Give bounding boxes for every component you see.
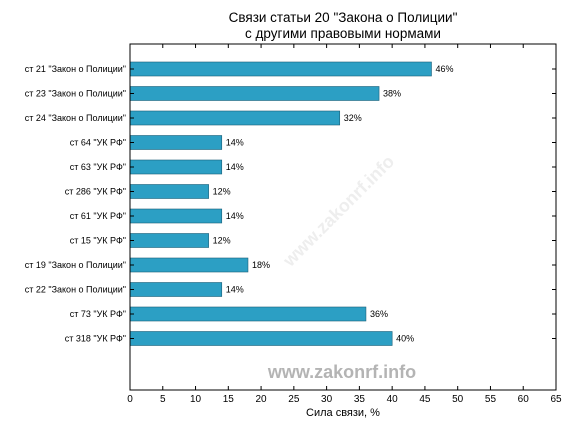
x-tick-label: 0 [127, 394, 133, 405]
bars-group [129, 61, 556, 346]
category-label: ст 24 "Закон о Полиции" [25, 113, 126, 123]
watermark-diagonal: www.zakonrf.info [279, 151, 399, 271]
plot-frame [129, 43, 557, 391]
category-label: ст 19 "Закон о Полиции" [25, 260, 126, 270]
value-label: 32% [344, 113, 362, 123]
bar [129, 61, 432, 77]
x-tick-label: 35 [354, 394, 366, 405]
bar [129, 184, 209, 199]
category-label: ст 64 "УК РФ" [70, 138, 126, 148]
value-label: 12% [213, 187, 231, 197]
category-label: ст 23 "Закон о Полиции" [25, 89, 126, 99]
x-tick-label: 15 [223, 394, 235, 405]
x-tick-label: 55 [485, 394, 497, 405]
x-axis-label: Сила связи, % [306, 407, 380, 419]
x-tick-label: 45 [419, 394, 431, 405]
bar [129, 331, 393, 346]
x-tick-label: 10 [190, 394, 202, 405]
x-tick-label: 50 [452, 394, 464, 405]
bar [129, 257, 249, 273]
value-label: 36% [370, 309, 388, 319]
category-label: ст 63 "УК РФ" [70, 162, 126, 172]
bar [129, 233, 209, 248]
category-labels: ст 21 "Закон о Полиции" ст 23 "Закон о По… [25, 64, 126, 344]
x-tick-label: 30 [321, 394, 333, 405]
category-label: ст 286 "УК РФ" [65, 187, 126, 197]
value-label: 40% [396, 334, 414, 344]
x-tick-label: 40 [387, 394, 399, 405]
bar [129, 306, 367, 322]
x-tick-label: 25 [288, 394, 300, 405]
x-tick-label: 5 [160, 394, 166, 405]
value-label: 12% [213, 236, 231, 246]
value-label: 14% [226, 138, 244, 148]
bar [129, 282, 223, 297]
value-labels: 46% 38% 32% 14% 14% 12% 14% 12% 18% 14% 36% 40% [213, 64, 454, 344]
x-tick-label: 65 [550, 394, 562, 405]
category-label: ст 318 "УК РФ" [65, 334, 126, 344]
chart-title-line-1: Связи статьи 20 "Закона о Полиции" [229, 10, 458, 25]
bar [129, 110, 341, 126]
value-label: 14% [226, 162, 244, 172]
category-label: ст 21 "Закон о Полиции" [25, 64, 126, 74]
x-tick-label: 60 [518, 394, 530, 405]
category-label: ст 73 "УК РФ" [70, 309, 126, 319]
bar [129, 159, 223, 175]
bar [129, 208, 223, 224]
x-tick-label: 20 [256, 394, 268, 405]
bar [129, 86, 380, 101]
category-label: ст 15 "УК РФ" [70, 236, 126, 246]
value-label: 46% [435, 64, 453, 74]
category-label: ст 61 "УК РФ" [70, 211, 126, 221]
value-label: 18% [252, 260, 270, 270]
chart-title-line-2: с другими правовыми нормами [245, 26, 441, 41]
value-label: 38% [383, 89, 401, 99]
category-label: ст 22 "Закон о Полиции" [25, 285, 126, 295]
value-label: 14% [226, 211, 244, 221]
bar [129, 135, 223, 150]
watermark: www.zakonrf.info [267, 362, 416, 382]
x-axis-ticks: 0 5 10 15 20 25 30 35 40 45 50 55 60 65 [127, 44, 562, 405]
value-label: 14% [226, 285, 244, 295]
